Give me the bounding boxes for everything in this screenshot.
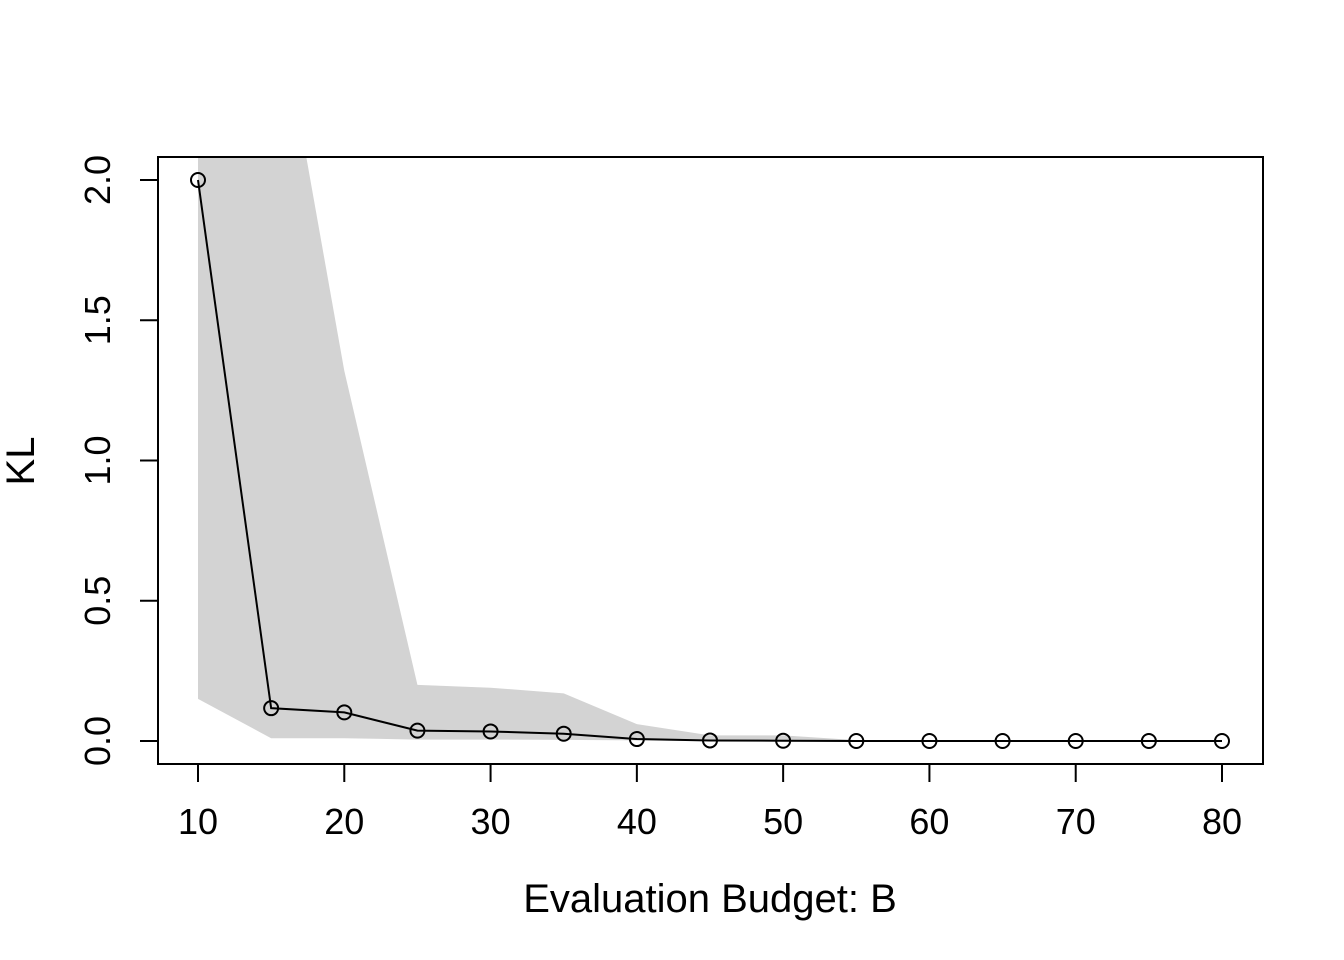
data-point: [1067, 733, 1084, 749]
series-line: [197, 179, 1222, 742]
x-tick-label: 70: [1056, 801, 1096, 842]
series-layer: [190, 172, 1230, 749]
y-tick-label: 0.5: [77, 576, 118, 626]
data-point: [1214, 733, 1230, 749]
y-tick-label: 1.5: [77, 295, 118, 345]
uncertainty-band-layer: [198, 157, 1222, 741]
data-point: [190, 172, 206, 188]
y-tick-label: 0.0: [77, 716, 118, 766]
y-axis: 0.0 0.5 1.0 1.5 2.0: [77, 155, 159, 766]
y-tick-label: 1.0: [77, 435, 118, 485]
x-tick-label: 50: [763, 801, 803, 842]
x-tick-label: 80: [1202, 801, 1242, 842]
data-point: [848, 733, 865, 749]
data-point: [555, 725, 572, 742]
data-point: [263, 700, 280, 717]
x-tick-label: 60: [909, 801, 949, 842]
x-axis: 10 20 30 40 50 60 70 80: [178, 763, 1242, 842]
data-point: [482, 723, 499, 740]
data-point: [336, 704, 353, 721]
data-point: [628, 731, 645, 748]
uncertainty-band: [198, 157, 1222, 741]
data-point: [702, 732, 718, 749]
x-tick-label: 30: [471, 801, 511, 842]
y-axis-label: KL: [0, 437, 43, 486]
x-tick-label: 20: [324, 801, 364, 842]
data-point: [775, 732, 792, 749]
data-point: [1140, 733, 1157, 749]
y-tick-label: 2.0: [77, 155, 118, 205]
x-axis-label: Evaluation Budget: B: [523, 877, 897, 921]
x-tick-label: 10: [178, 801, 218, 842]
data-point: [921, 733, 938, 749]
data-point: [409, 722, 426, 739]
x-tick-label: 40: [617, 801, 657, 842]
data-point: [994, 733, 1011, 749]
